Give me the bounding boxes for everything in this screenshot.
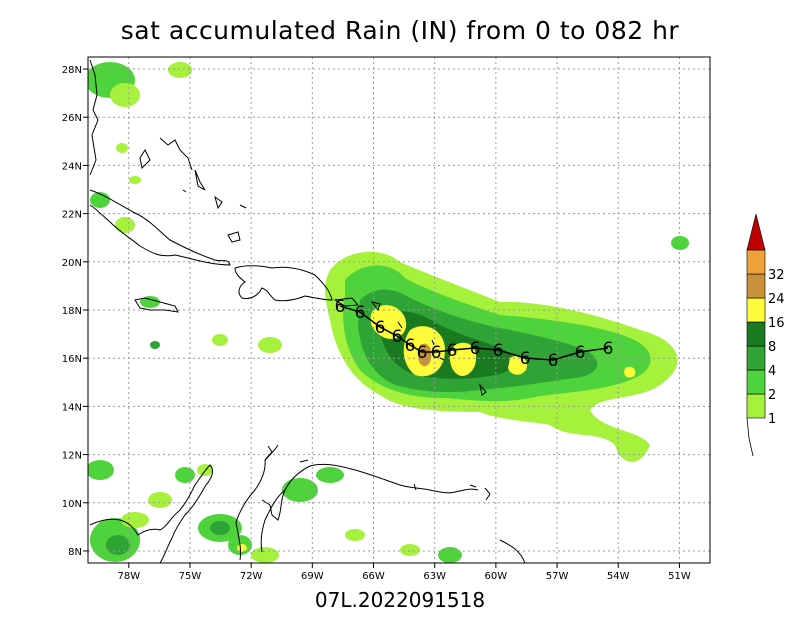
colorbar-segment [746, 273, 766, 299]
colorbar-segment [746, 393, 766, 419]
colorbar-segment [746, 369, 766, 395]
lon-tick-label: 60W [485, 571, 508, 582]
lat-tick-label: 8N [68, 547, 82, 558]
hurricane-symbol-icon: 6 [493, 341, 504, 361]
lon-tick-label: 72W [240, 571, 263, 582]
hurricane-symbol-icon: 6 [375, 318, 386, 338]
lon-tick-label: 75W [179, 571, 202, 582]
lon-tick-label: 78W [117, 571, 140, 582]
lon-tick-label: 66W [362, 571, 385, 582]
lon-tick-label: 63W [423, 571, 446, 582]
colorbar-segment [746, 297, 766, 323]
lat-tick-label: 24N [62, 161, 82, 172]
axis-ticks: 78W 75W 72W 69W 66W 63W 60W 57W 54W 51W 28N 26N 24N 2… [62, 65, 691, 582]
hurricane-symbol-icon: 6 [575, 343, 586, 363]
hurricane-symbol-icon: 6 [417, 343, 428, 363]
colorbar-label: 4 [768, 364, 776, 379]
lat-lon-grid [88, 57, 710, 563]
hurricane-symbol-icon: 6 [548, 351, 559, 371]
colorbar-min-tail [746, 417, 754, 457]
hurricane-symbol-icon: 6 [431, 343, 442, 363]
colorbar-label: 32 [768, 268, 785, 283]
hurricane-symbol-icon: 6 [603, 339, 614, 359]
lat-tick-label: 14N [62, 402, 82, 413]
lat-tick-label: 16N [62, 354, 82, 365]
colorbar-label: 16 [768, 316, 785, 331]
lat-tick-label: 26N [62, 113, 82, 124]
hurricane-symbol-icon: 6 [520, 349, 531, 369]
colorbar-max-arrow [746, 213, 766, 251]
lat-tick-label: 10N [62, 499, 82, 510]
rainfall-field [88, 62, 689, 563]
lat-tick-label: 12N [62, 451, 82, 462]
lat-tick-label: 22N [62, 210, 82, 221]
hurricane-symbol-icon: 6 [355, 303, 366, 323]
coastlines [89, 59, 526, 563]
colorbar-segment [746, 321, 766, 347]
colorbar-segment [746, 345, 766, 371]
lon-tick-label: 54W [607, 571, 630, 582]
colorbar-label: 24 [768, 292, 785, 307]
lat-tick-label: 18N [62, 306, 82, 317]
lat-tick-label: 20N [62, 258, 82, 269]
colorbar-label: 1 [768, 412, 776, 427]
colorbar-segment [746, 249, 766, 275]
hurricane-symbol-icon: 6 [335, 297, 346, 317]
map-title: sat accumulated Rain (IN) from 0 to 082 … [120, 16, 680, 45]
lat-tick-label: 28N [62, 65, 82, 76]
hurricane-symbol-icon: 6 [447, 341, 458, 361]
colorbar-label: 8 [768, 340, 776, 355]
colorbar-label: 2 [768, 388, 776, 403]
lon-tick-label: 69W [301, 571, 324, 582]
storm-track: 6 66 6 6 6 6 6 6 6 6 6 6 6 [335, 297, 614, 371]
lon-tick-label: 51W [668, 571, 691, 582]
lon-tick-label: 57W [546, 571, 569, 582]
hurricane-symbol-icon: 6 [470, 339, 481, 359]
storm-id-timestamp: 07L.2022091518 [314, 588, 486, 612]
hurricane-symbol-icon: 6 [392, 327, 403, 347]
hurricane-symbol-icon: 6 [405, 336, 416, 356]
